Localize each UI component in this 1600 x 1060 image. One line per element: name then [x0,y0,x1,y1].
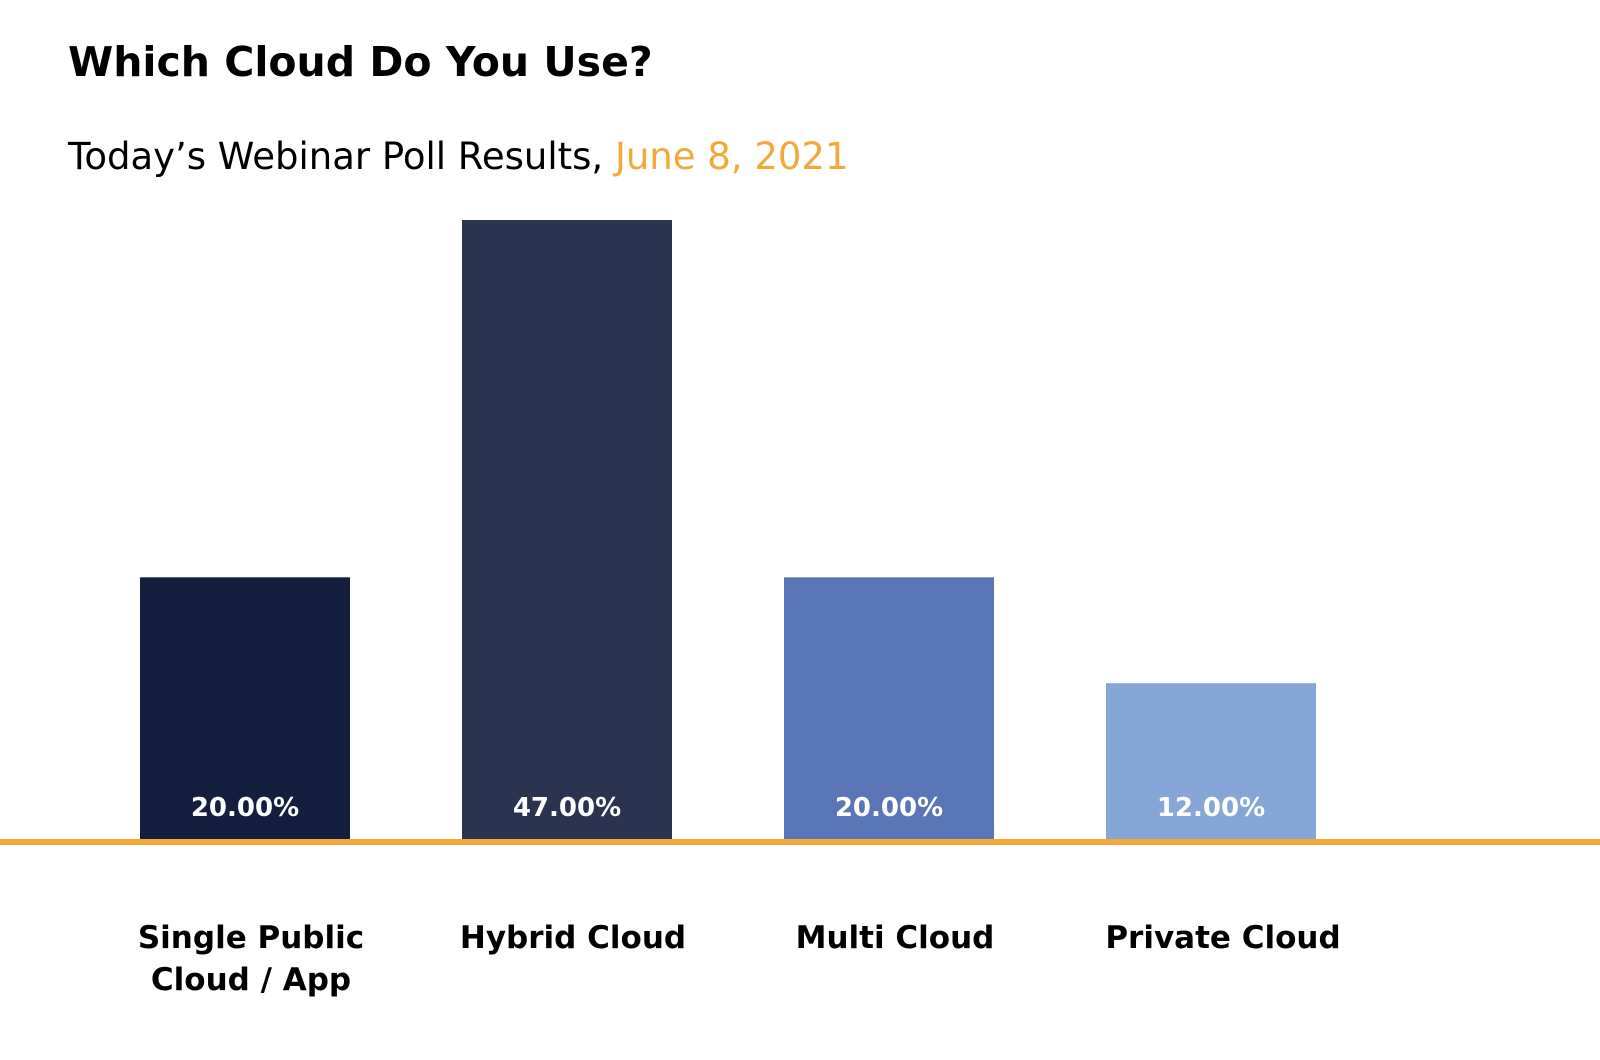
bar-2 [462,220,672,842]
bar-4 [1106,683,1316,842]
subtitle-date: June 8, 2021 [614,135,849,178]
bar-1 [140,577,350,842]
bar-3 [784,577,994,842]
category-label: Single Public [138,920,364,956]
subtitle-text: Today’s Webinar Poll Results, [68,135,615,178]
bar-value-label: 47.00% [513,793,621,823]
bar-value-label: 20.00% [835,793,943,823]
bar-value-label: 20.00% [191,793,299,823]
chart-subtitle: Today’s Webinar Poll Results, June 8, 20… [68,135,849,178]
chart-title: Which Cloud Do You Use? [68,38,653,86]
category-label: Cloud / App [151,962,351,998]
category-label: Private Cloud [1105,920,1340,956]
bar-value-label: 12.00% [1157,793,1265,823]
category-label: Multi Cloud [796,920,995,956]
category-label: Hybrid Cloud [460,920,686,956]
